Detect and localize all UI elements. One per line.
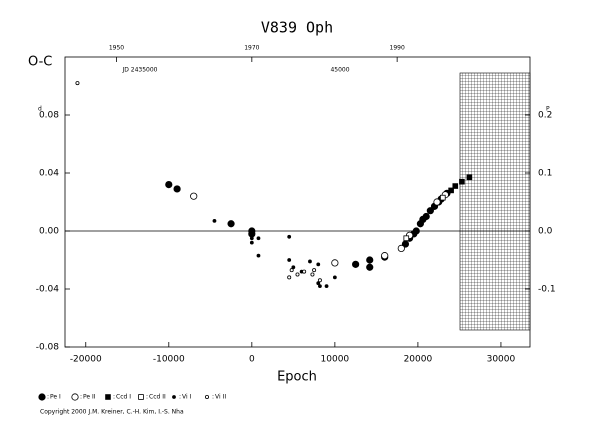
top-tick-label: 1950 [109,45,124,52]
marker [312,268,317,273]
marker [287,275,292,280]
marker [381,252,389,260]
y-tick-label: 0.08 [39,111,59,121]
marker [227,220,235,228]
legend-colon: : [212,394,214,401]
marker [248,230,256,238]
y2-tick-label: 0.0 [538,227,553,237]
y2-tick-label: 0.1 [538,169,552,179]
marker [291,265,296,270]
annotation: JD 2435000 [121,67,157,74]
hatched-region [459,72,531,331]
y-tick-label: 0.00 [39,227,59,237]
legend-label: Pe II [83,394,96,401]
legend-marker [204,394,209,399]
marker [256,236,261,241]
marker [249,236,254,241]
y-tick-label: 0.04 [39,169,59,179]
legend-marker [38,393,46,401]
marker [324,284,329,289]
marker [332,275,337,280]
marker [249,240,254,245]
marker [287,258,292,262]
marker [75,81,80,86]
copyright: Copyright 2000 J.M. Kreiner, C.-H. Kim, … [40,409,184,416]
marker [352,260,360,268]
marker [466,174,473,181]
legend-label: Pe I [50,394,61,401]
marker [459,178,465,185]
marker [366,263,374,271]
y-tick-label: -0.04 [36,285,60,295]
legend-marker [105,394,111,400]
marker [295,272,300,277]
x-tick-label: 10000 [321,355,350,365]
legend-marker [138,394,144,400]
marker [403,235,410,242]
legend-label: Ccd II [149,394,166,401]
x-tick-label: 0 [249,355,255,365]
legend-label: Vi I [182,394,192,401]
marker [190,192,198,200]
marker [165,181,173,189]
marker [316,262,321,267]
legend-label: Ccd I [116,394,131,401]
chart-title: V839 Oph [261,19,333,37]
marker [212,218,217,223]
marker [366,256,374,264]
legend-label: Vi II [215,394,226,401]
legend-colon: : [113,394,115,401]
y2-unit: P [546,106,550,113]
marker [173,185,181,193]
marker [289,268,294,273]
y2-tick-label: 0.2 [538,111,552,121]
marker [452,183,459,189]
x-tick-label: 30000 [487,355,516,365]
marker [317,278,322,283]
top-tick-label: 1970 [244,45,259,52]
marker [422,212,430,221]
marker [448,187,454,194]
y-axis-title: O-C [28,55,52,70]
marker [412,227,420,235]
marker [316,281,321,286]
y2-tick-label: -0.1 [538,285,556,295]
marker [287,234,292,239]
legend-marker [71,393,79,401]
top-tick-label: 1990 [390,45,405,52]
annotation: 45000 [330,67,349,74]
plot-frame [64,56,531,348]
marker [433,198,441,206]
x-tick-label: -10000 [153,355,185,365]
legend-colon: : [80,394,82,401]
legend-colon: : [47,394,49,401]
marker [426,207,434,215]
marker [331,259,339,267]
x-tick-label: 20000 [404,355,433,365]
marker [440,194,446,201]
x-axis-title: Epoch [277,370,317,385]
x-tick-label: -20000 [70,355,102,365]
marker [397,244,405,252]
marker [302,269,307,274]
legend-marker [172,395,176,399]
y-unit: d [38,106,42,113]
marker [318,284,322,289]
legend-colon: : [146,394,148,401]
y-tick-label: -0.08 [36,343,60,353]
legend-colon: : [179,394,181,401]
marker [310,272,315,277]
marker [256,253,261,258]
marker [308,259,312,264]
